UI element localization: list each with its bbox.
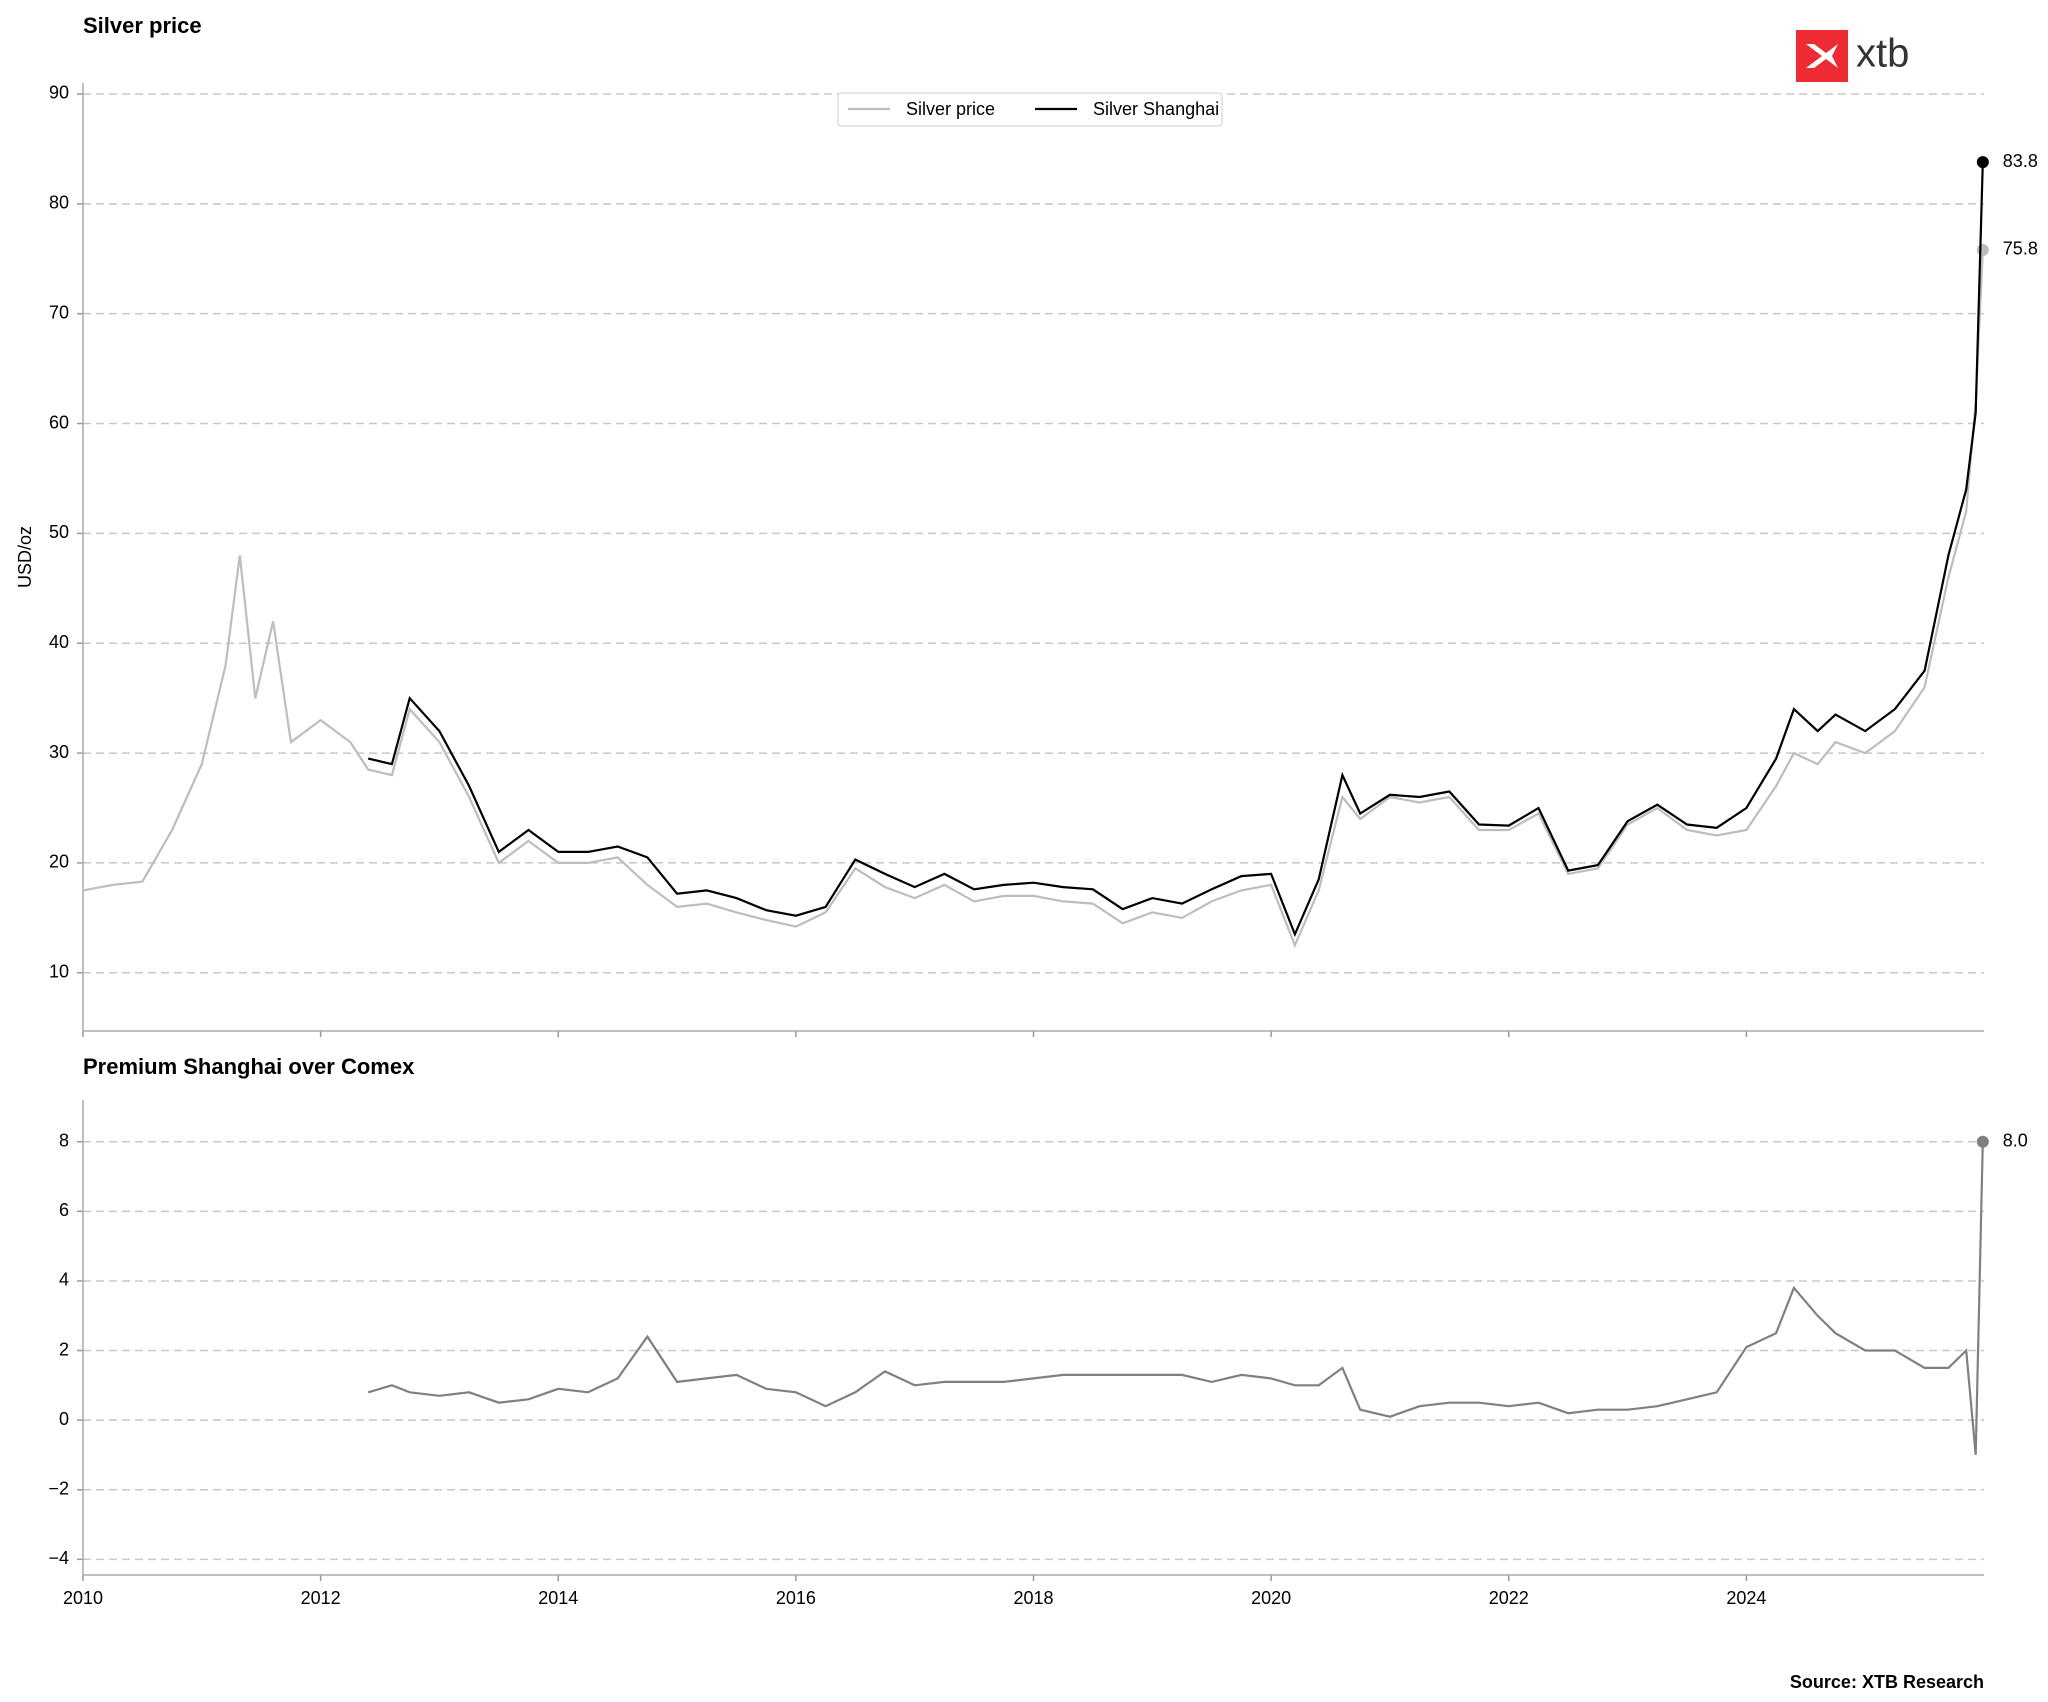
y-tick-label: −2 [48, 1478, 69, 1498]
chart-title: Premium Shanghai over Comex [83, 1054, 415, 1079]
series-line [367, 1141, 1984, 1455]
y-tick-label: 2 [59, 1339, 69, 1359]
x-tick-label: 2018 [1013, 1588, 1053, 1608]
y-tick-label: −4 [48, 1548, 69, 1568]
x-tick-label: 2010 [63, 1588, 103, 1608]
x-tick-label: 2012 [301, 1588, 341, 1608]
y-tick-label: 40 [49, 632, 69, 652]
y-tick-label: 4 [59, 1270, 69, 1290]
y-tick-label: 8 [59, 1131, 69, 1151]
end-point [1976, 243, 1989, 256]
logo-text: xtb [1856, 32, 1909, 76]
y-tick-label: 6 [59, 1200, 69, 1220]
y-axis-label: USD/oz [15, 526, 35, 588]
end-label: 75.8 [2003, 239, 2038, 259]
y-tick-label: 70 [49, 302, 69, 322]
end-label: 8.0 [2003, 1131, 2028, 1151]
x-tick-label: 2022 [1489, 1588, 1529, 1608]
x-tick-label: 2020 [1251, 1588, 1291, 1608]
logo-glyph [1806, 44, 1838, 68]
y-tick-label: 90 [49, 83, 69, 103]
y-tick-label: 60 [49, 412, 69, 432]
source: Source: XTB Research [1790, 1672, 1984, 1692]
series-line [367, 162, 1984, 938]
legend-box [837, 92, 1223, 127]
y-tick-label: 0 [59, 1409, 69, 1429]
end-label: 83.8 [2003, 151, 2038, 171]
legend-label: Silver Shanghai [1093, 99, 1219, 119]
y-tick-label: 30 [49, 742, 69, 762]
series-line [82, 249, 1984, 949]
x-tick-label: 2024 [1726, 1588, 1766, 1608]
chart-title: Silver price [83, 13, 202, 38]
y-tick-label: 80 [49, 193, 69, 213]
end-point [1976, 1135, 1989, 1148]
end-point [1976, 156, 1989, 169]
x-tick-label: 2014 [538, 1588, 578, 1608]
x-tick-label: 2016 [776, 1588, 816, 1608]
y-tick-label: 20 [49, 852, 69, 872]
legend-label: Silver price [906, 99, 995, 119]
y-tick-label: 50 [49, 522, 69, 542]
y-tick-label: 10 [49, 962, 69, 982]
